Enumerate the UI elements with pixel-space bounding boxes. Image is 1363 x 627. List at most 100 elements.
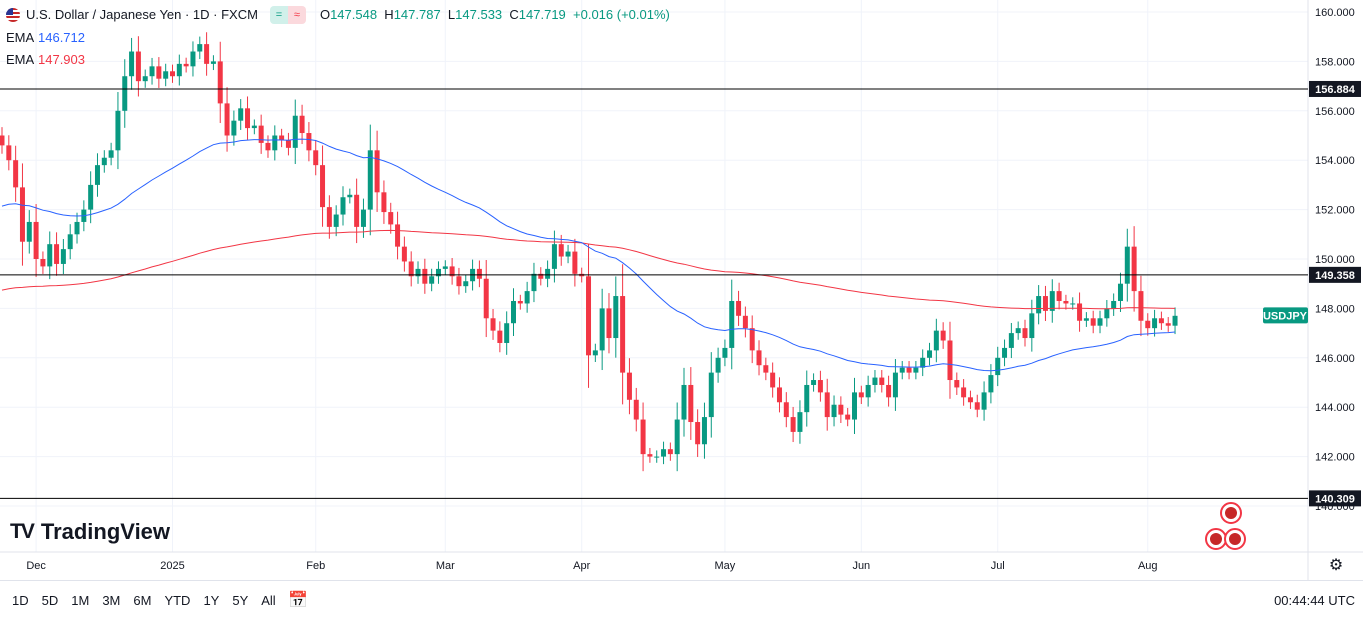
high-value: 147.787 — [393, 7, 441, 22]
range-ytd[interactable]: YTD — [164, 593, 191, 608]
candle-body — [824, 392, 830, 418]
candle-body — [367, 150, 373, 210]
us-flag-icon — [6, 8, 20, 22]
candle-body — [899, 367, 905, 373]
candle-body — [511, 300, 516, 324]
low-value: 147.533 — [455, 7, 503, 22]
candle-body — [1117, 283, 1123, 301]
calendar-icon[interactable]: 📅 — [288, 592, 308, 609]
candle-body — [1036, 296, 1042, 314]
candle-body — [504, 323, 510, 343]
candle-body — [456, 276, 462, 287]
last-price-tag[interactable] — [1263, 307, 1308, 324]
candle-body — [995, 357, 1001, 376]
candle-body — [449, 266, 455, 277]
candle-body — [763, 365, 769, 373]
level-price-label: 156.884 — [1315, 84, 1356, 96]
candle-body — [60, 249, 66, 264]
candle-body — [1008, 333, 1014, 348]
symbol-title[interactable]: U.S. Dollar / Japanese Yen · 1D · FXCM — [26, 7, 258, 22]
utc-clock[interactable]: 00:44:44 UTC — [1274, 593, 1355, 608]
candle-body — [872, 377, 878, 385]
range-3m[interactable]: 3M — [102, 593, 121, 608]
tradingview-logo[interactable]: TV TradingView — [10, 519, 170, 545]
chart-legend: U.S. Dollar / Japanese Yen · 1D · FXCM =… — [6, 6, 670, 68]
range-6m[interactable]: 6M — [133, 593, 152, 608]
candle-body — [661, 449, 667, 457]
candle-body — [633, 399, 639, 420]
candle-body — [701, 417, 707, 445]
low-label: L — [447, 7, 456, 22]
candle-body — [954, 380, 960, 388]
candle-body — [804, 384, 810, 413]
candle-body — [858, 392, 864, 398]
candle-body — [1083, 318, 1089, 321]
candle-body — [708, 372, 714, 418]
candle-body — [1022, 328, 1028, 339]
candle-body — [442, 266, 448, 269]
ema-fast-legend[interactable]: EMA 146.712 — [6, 30, 670, 46]
candle-body — [1165, 323, 1171, 326]
candle-body — [913, 367, 919, 373]
gear-icon[interactable]: ⚙ — [1328, 557, 1344, 574]
candle-body — [865, 384, 871, 398]
range-1m[interactable]: 1M — [71, 593, 90, 608]
x-tick-label: Apr — [573, 560, 590, 572]
candle-body — [524, 291, 530, 304]
candle-body — [122, 76, 128, 111]
candle-body — [183, 63, 189, 67]
market-open-icon: = — [269, 6, 288, 24]
y-tick-label: 148.000 — [1315, 303, 1355, 315]
close-label: C — [509, 7, 519, 22]
range-1d[interactable]: 1D — [12, 593, 29, 608]
ema-slow-value: 147.903 — [38, 52, 85, 67]
range-1y[interactable]: 1Y — [203, 593, 220, 608]
candle-body — [517, 300, 523, 304]
candle-body — [40, 259, 46, 267]
candle-body — [354, 194, 360, 227]
status-pill[interactable]: = ≈ — [269, 6, 306, 24]
candle-body — [783, 402, 789, 418]
candle-body — [231, 120, 237, 136]
candle-body — [681, 384, 687, 420]
candle-body — [497, 330, 503, 343]
candle-body — [415, 268, 421, 277]
x-tick-label: Feb — [306, 560, 325, 572]
candle-body — [1056, 291, 1062, 301]
candle-body — [1077, 303, 1083, 321]
y-tick-label: 146.000 — [1315, 353, 1355, 365]
candle-body — [545, 268, 551, 279]
candle-body — [742, 315, 748, 329]
level-price-label: 149.358 — [1315, 270, 1355, 282]
candle-body — [538, 273, 544, 279]
candle-body — [626, 372, 632, 400]
candle-body — [435, 268, 441, 277]
ema-slow-label: EMA — [6, 52, 35, 67]
candle-body — [586, 276, 592, 356]
candle-body — [722, 347, 728, 358]
candle-body — [176, 63, 182, 77]
candle-body — [620, 296, 626, 373]
candle-body — [238, 108, 244, 121]
candle-body — [715, 357, 721, 373]
candle-body — [933, 330, 939, 351]
candle-body — [490, 318, 496, 331]
candle-body — [74, 221, 80, 235]
range-all[interactable]: All — [261, 593, 276, 608]
y-tick-label: 154.000 — [1315, 155, 1355, 167]
candle-body — [149, 66, 155, 77]
range-5d[interactable]: 5D — [41, 593, 59, 608]
candle-body — [326, 207, 332, 227]
range-selector: 1D 5D 1M 3M 6M YTD 1Y 5Y All — [12, 593, 289, 608]
us-flag-icon — [1225, 507, 1237, 519]
candle-body — [395, 224, 401, 247]
ema-slow-legend[interactable]: EMA 147.903 — [6, 52, 670, 68]
candle-body — [333, 214, 339, 227]
candle-body — [1070, 303, 1076, 305]
candle-body — [245, 108, 251, 129]
candle-body — [381, 192, 387, 213]
candle-body — [272, 135, 278, 151]
candle-body — [360, 209, 366, 227]
range-5y[interactable]: 5Y — [232, 593, 249, 608]
